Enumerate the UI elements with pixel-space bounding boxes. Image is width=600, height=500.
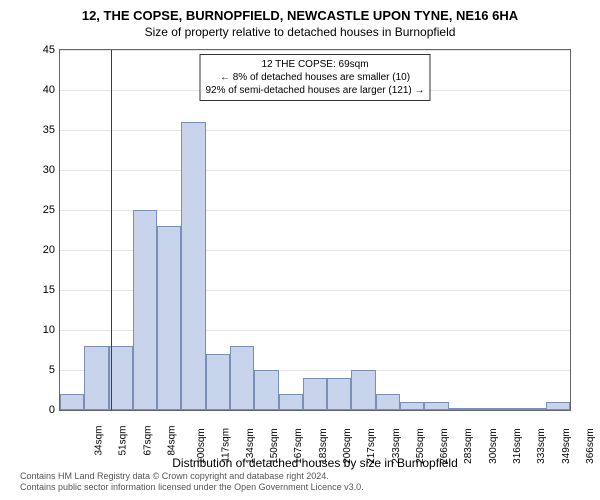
y-tick: 35 (43, 124, 55, 136)
histogram-bar (254, 370, 278, 410)
x-tick: 34sqm (94, 426, 105, 456)
histogram-bar (60, 394, 84, 410)
histogram-bar (206, 354, 230, 410)
gridline (60, 50, 570, 51)
histogram-bar (546, 402, 570, 410)
chart-subtitle: Size of property relative to detached ho… (0, 23, 600, 39)
histogram-bar (424, 402, 448, 410)
histogram-bar (449, 408, 473, 410)
histogram-bar (400, 402, 424, 410)
histogram-bar (327, 378, 351, 410)
annotation-line1: 12 THE COPSE: 69sqm (205, 58, 424, 71)
chart-title: 12, THE COPSE, BURNOPFIELD, NEWCASTLE UP… (0, 0, 600, 23)
footer-line2: Contains public sector information licen… (20, 482, 364, 494)
histogram-bar (521, 408, 545, 410)
y-tick: 0 (49, 404, 55, 416)
footer-line1: Contains HM Land Registry data © Crown c… (20, 471, 364, 483)
y-tick: 25 (43, 204, 55, 216)
histogram-bar (133, 210, 157, 410)
histogram-bar (279, 394, 303, 410)
x-tick: 366sqm (585, 428, 596, 464)
y-tick: 5 (49, 364, 55, 376)
x-tick: 67sqm (142, 426, 153, 456)
reference-line (111, 50, 112, 410)
histogram-bar (497, 408, 521, 410)
histogram-bar (473, 408, 497, 410)
histogram-bar (303, 378, 327, 410)
histogram-bar (230, 346, 254, 410)
y-tick: 30 (43, 164, 55, 176)
histogram-bar (376, 394, 400, 410)
annotation-line3: 92% of semi-detached houses are larger (… (205, 84, 424, 97)
histogram-bar (157, 226, 181, 410)
gridline (60, 130, 570, 131)
y-tick: 15 (43, 284, 55, 296)
x-tick: 84sqm (167, 426, 178, 456)
annotation-box: 12 THE COPSE: 69sqm ← 8% of detached hou… (199, 54, 430, 101)
y-tick: 40 (43, 84, 55, 96)
annotation-line2: ← 8% of detached houses are smaller (10) (205, 71, 424, 84)
y-tick: 45 (43, 44, 55, 56)
y-tick: 10 (43, 324, 55, 336)
x-axis-label: Distribution of detached houses by size … (60, 456, 570, 470)
histogram-bar (351, 370, 375, 410)
x-tick: 51sqm (118, 426, 129, 456)
y-tick: 20 (43, 244, 55, 256)
plot-area: 34sqm51sqm67sqm84sqm100sqm117sqm134sqm15… (60, 50, 570, 410)
footer-attribution: Contains HM Land Registry data © Crown c… (20, 471, 364, 494)
gridline (60, 170, 570, 171)
histogram-bar (181, 122, 205, 410)
histogram-bar (84, 346, 108, 410)
